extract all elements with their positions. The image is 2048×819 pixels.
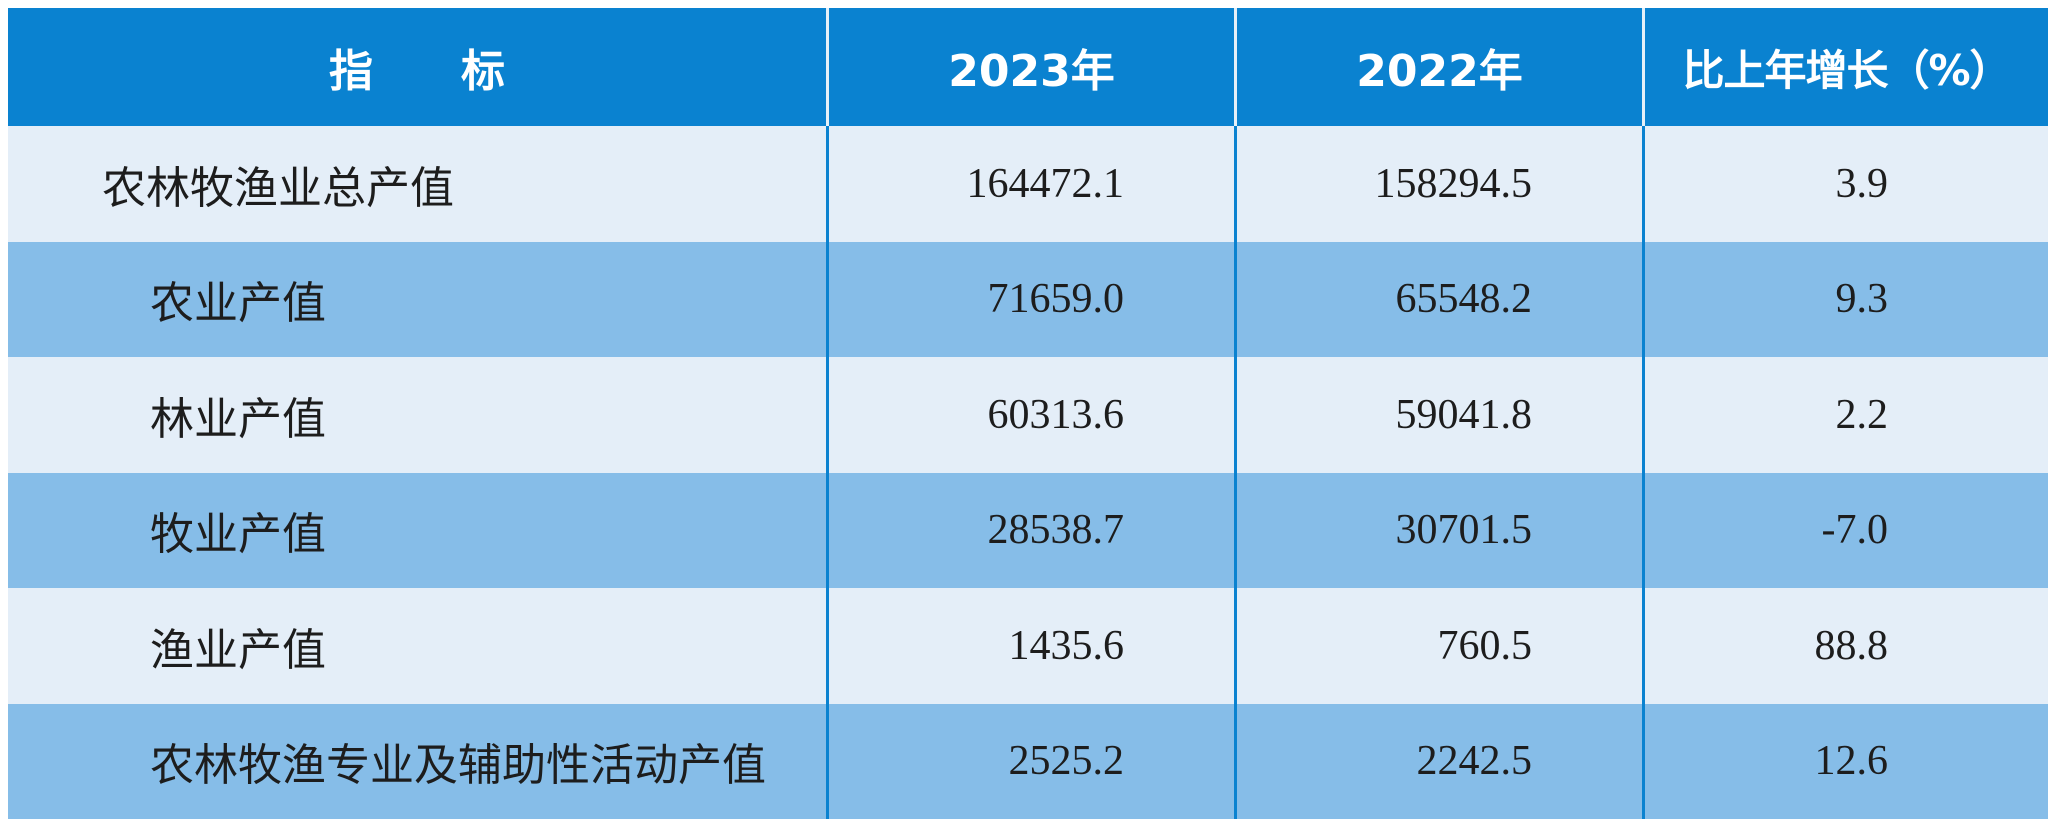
header-2022: 2022年 <box>1234 8 1642 126</box>
header-2023: 2023年 <box>826 8 1234 126</box>
row-total-2022: 158294.5 <box>1234 126 1642 242</box>
row-agriculture-2022: 65548.2 <box>1234 242 1642 358</box>
row-name-support-services: 农林牧渔专业及辅助性活动产值 <box>8 704 826 819</box>
row-name-fishery: 渔业产值 <box>8 588 826 704</box>
row-forestry-2022: 59041.8 <box>1234 357 1642 473</box>
row-animal-husbandry-2022: 30701.5 <box>1234 473 1642 589</box>
row-fishery-growth: 88.8 <box>1642 588 2048 704</box>
row-total-growth: 3.9 <box>1642 126 2048 242</box>
row-fishery-2022: 760.5 <box>1234 588 1642 704</box>
row-name-forestry: 林业产值 <box>8 357 826 473</box>
row-animal-husbandry-growth: -7.0 <box>1642 473 2048 589</box>
row-agriculture-growth: 9.3 <box>1642 242 2048 358</box>
output-value-table: 指 标 2023年 2022年 比上年增长（%） 农林牧渔业总产值 164472… <box>8 8 2048 809</box>
row-support-services-2023: 2525.2 <box>826 704 1234 819</box>
row-total-2023: 164472.1 <box>826 126 1234 242</box>
row-name-animal-husbandry: 牧业产值 <box>8 473 826 589</box>
row-agriculture-2023: 71659.0 <box>826 242 1234 358</box>
header-indicator: 指 标 <box>8 8 826 126</box>
row-support-services-2022: 2242.5 <box>1234 704 1642 819</box>
row-forestry-2023: 60313.6 <box>826 357 1234 473</box>
row-animal-husbandry-2023: 28538.7 <box>826 473 1234 589</box>
row-name-total: 农林牧渔业总产值 <box>8 126 826 242</box>
header-growth: 比上年增长（%） <box>1642 8 2048 126</box>
row-support-services-growth: 12.6 <box>1642 704 2048 819</box>
row-forestry-growth: 2.2 <box>1642 357 2048 473</box>
row-fishery-2023: 1435.6 <box>826 588 1234 704</box>
row-name-agriculture: 农业产值 <box>8 242 826 358</box>
